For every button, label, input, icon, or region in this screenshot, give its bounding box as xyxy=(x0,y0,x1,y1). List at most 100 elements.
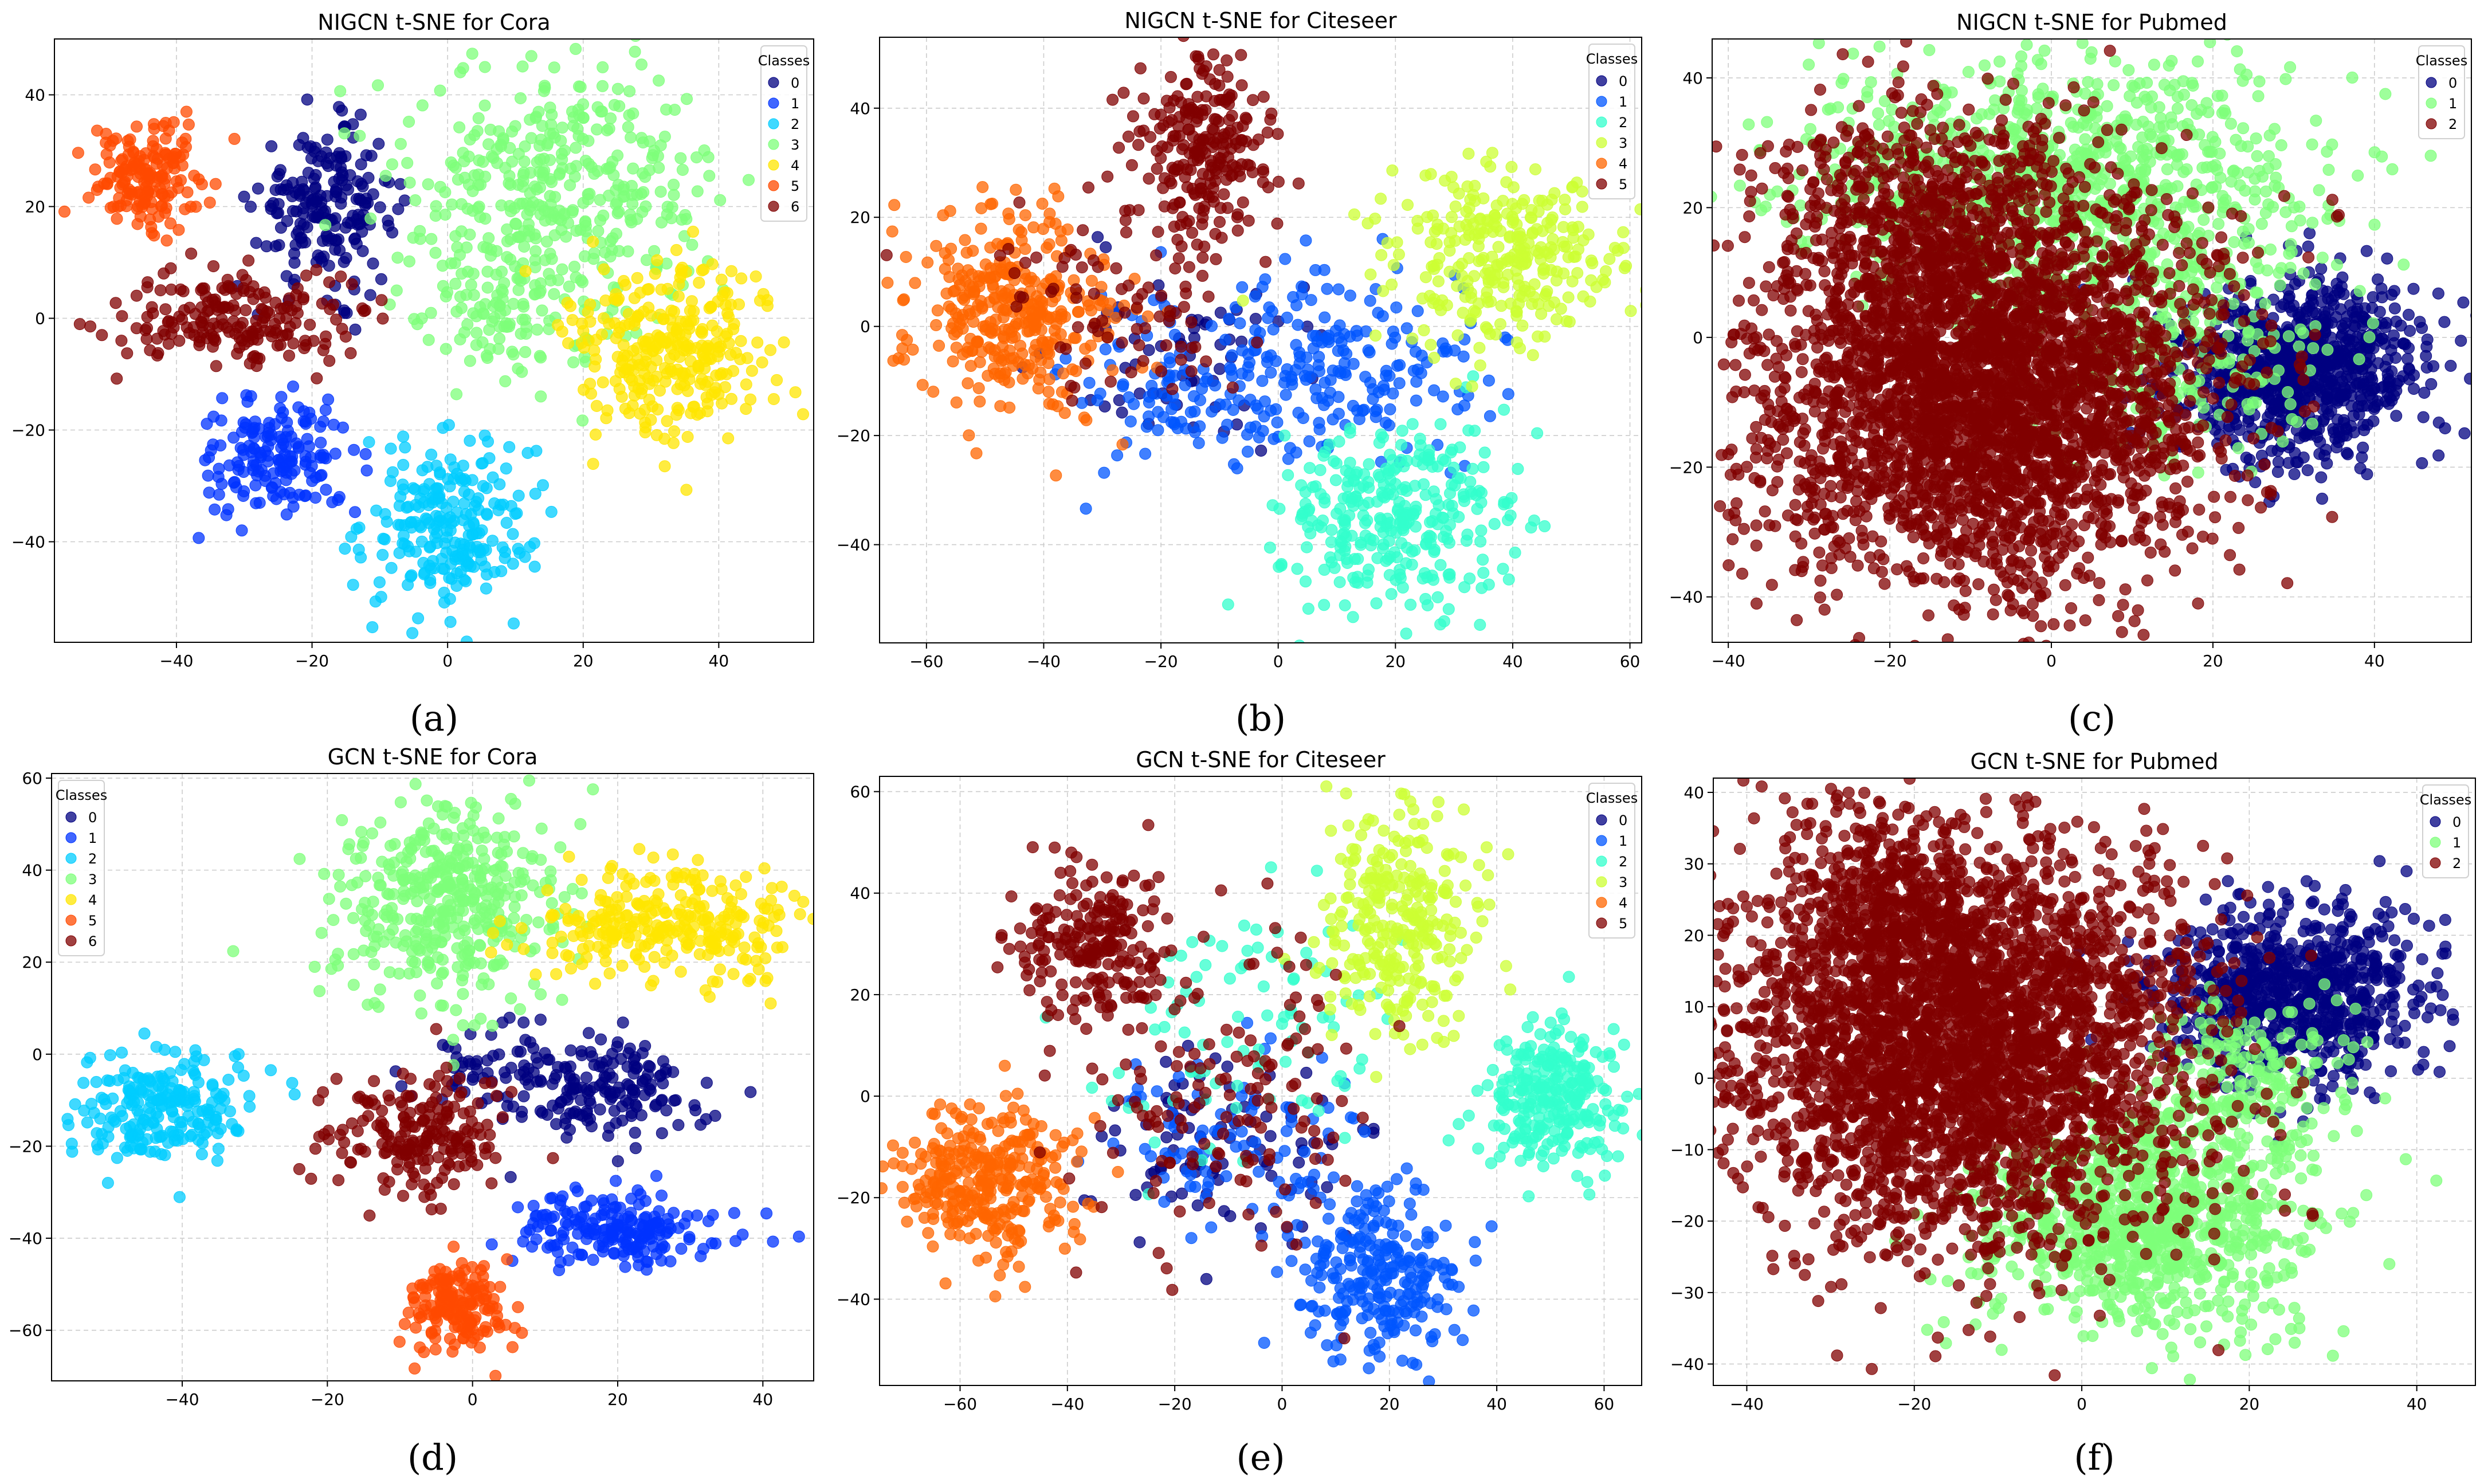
point-class-2 xyxy=(480,582,492,595)
point-class-5 xyxy=(1131,293,1144,305)
point-class-3 xyxy=(535,351,547,364)
point-class-1 xyxy=(1098,466,1110,479)
point-class-5 xyxy=(1101,170,1114,183)
point-class-1 xyxy=(1873,40,1886,53)
point-class-5 xyxy=(1271,217,1284,230)
point-class-1 xyxy=(1175,415,1187,428)
point-class-1 xyxy=(2253,75,2266,88)
point-class-2 xyxy=(1315,521,1328,533)
x-tick-label: 0 xyxy=(1273,652,1284,671)
point-class-0 xyxy=(296,236,308,249)
point-class-0 xyxy=(2444,360,2457,372)
point-class-3 xyxy=(654,186,667,198)
point-class-0 xyxy=(2360,245,2373,257)
point-class-0 xyxy=(2403,308,2415,321)
point-class-6 xyxy=(280,312,293,324)
point-class-5 xyxy=(1137,355,1149,367)
point-class-5 xyxy=(1212,115,1225,128)
point-class-3 xyxy=(534,181,546,194)
point-class-2 xyxy=(1352,553,1364,565)
point-class-1 xyxy=(209,503,221,516)
point-class-5 xyxy=(1231,208,1244,221)
point-class-6 xyxy=(250,360,263,372)
point-class-3 xyxy=(548,61,560,74)
point-class-3 xyxy=(1375,249,1388,261)
point-class-3 xyxy=(493,299,506,312)
point-class-0 xyxy=(2401,352,2414,365)
point-class-3 xyxy=(703,170,716,182)
point-class-3 xyxy=(506,125,519,138)
point-class-2 xyxy=(1384,516,1396,529)
point-class-2 xyxy=(464,560,477,572)
point-class-0 xyxy=(2303,227,2316,240)
point-class-3 xyxy=(519,346,532,358)
point-class-3 xyxy=(472,112,485,124)
point-class-4 xyxy=(1072,305,1084,318)
point-class-6 xyxy=(281,328,294,340)
point-class-0 xyxy=(290,205,303,218)
point-class-2 xyxy=(1396,425,1408,437)
point-class-2 xyxy=(1424,537,1437,550)
point-class-5 xyxy=(112,201,124,213)
point-class-1 xyxy=(1214,398,1226,411)
point-class-0 xyxy=(1255,445,1267,457)
point-class-4 xyxy=(916,379,929,391)
point-class-4 xyxy=(950,396,963,409)
point-class-5 xyxy=(89,163,101,176)
point-class-4 xyxy=(631,272,643,284)
point-class-6 xyxy=(260,292,272,304)
point-class-1 xyxy=(1332,283,1345,296)
point-class-5 xyxy=(1207,48,1219,61)
point-class-1 xyxy=(1139,447,1152,460)
point-class-2 xyxy=(507,558,519,570)
point-class-5 xyxy=(1070,292,1082,304)
point-class-3 xyxy=(541,235,553,248)
point-class-2 xyxy=(500,462,512,475)
point-class-2 xyxy=(1423,454,1436,466)
point-class-1 xyxy=(1225,363,1237,376)
point-class-1 xyxy=(2251,150,2263,162)
point-class-1 xyxy=(1251,402,1264,415)
point-class-4 xyxy=(575,337,588,349)
point-class-4 xyxy=(933,339,945,352)
y-tick-label: 20 xyxy=(25,198,45,217)
point-class-1 xyxy=(1344,289,1356,302)
point-class-5 xyxy=(1104,375,1117,388)
point-class-5 xyxy=(1013,196,1026,209)
legend-label: 2 xyxy=(1619,115,1627,131)
point-class-0 xyxy=(2288,468,2301,480)
point-class-3 xyxy=(597,80,609,92)
point-class-2 xyxy=(347,579,359,591)
point-class-2 xyxy=(1418,478,1430,490)
point-class-3 xyxy=(479,213,492,225)
point-class-5 xyxy=(1066,394,1078,407)
point-class-2 xyxy=(1477,461,1490,473)
point-class-5 xyxy=(1183,215,1195,227)
point-class-2 xyxy=(418,483,430,496)
point-class-1 xyxy=(2171,180,2184,193)
point-class-2 xyxy=(1328,562,1341,574)
point-class-3 xyxy=(445,156,457,168)
point-class-1 xyxy=(1364,295,1376,307)
point-class-4 xyxy=(735,272,748,285)
point-class-0 xyxy=(2384,381,2397,394)
point-class-0 xyxy=(2397,370,2409,383)
point-class-1 xyxy=(1263,301,1276,313)
point-class-0 xyxy=(301,142,314,154)
point-class-6 xyxy=(339,331,352,343)
point-class-3 xyxy=(477,241,490,253)
point-class-3 xyxy=(496,265,508,278)
point-class-3 xyxy=(1576,185,1588,198)
point-class-2 xyxy=(1299,486,1312,498)
point-class-3 xyxy=(1462,282,1474,295)
point-class-5 xyxy=(1259,256,1272,268)
point-class-3 xyxy=(599,10,611,22)
point-class-4 xyxy=(657,313,670,325)
point-class-5 xyxy=(179,132,192,145)
point-class-2 xyxy=(1443,519,1456,531)
point-class-6 xyxy=(287,337,300,350)
point-class-1 xyxy=(1321,282,1333,295)
point-class-3 xyxy=(1600,265,1612,277)
point-class-3 xyxy=(679,209,692,221)
point-class-4 xyxy=(617,339,630,351)
